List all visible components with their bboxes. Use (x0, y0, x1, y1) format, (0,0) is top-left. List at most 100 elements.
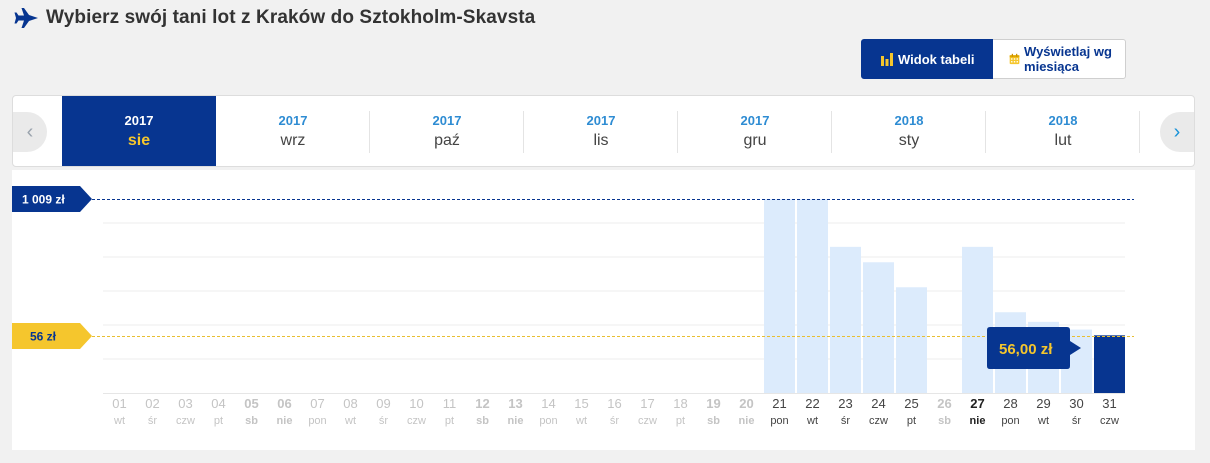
day-number-label[interactable]: 08 (343, 396, 357, 411)
tooltip-price: 56,00 zł (999, 341, 1053, 358)
previous-month-arrow-icon[interactable]: ‹ (13, 112, 47, 152)
month-name: sty (898, 132, 920, 149)
month-tab-2017-gru[interactable]: 2017 gru (678, 96, 832, 166)
day-number-label[interactable]: 26 (937, 396, 951, 411)
price-bar[interactable] (797, 199, 828, 393)
price-bar[interactable] (962, 246, 993, 393)
month-year: 2017 (740, 113, 770, 128)
price-bar[interactable] (764, 199, 795, 393)
bar-chart-icon (881, 53, 893, 66)
month-tab-2017-sie[interactable]: 2017 sie (62, 96, 216, 166)
min-price-tag: 56 zł (12, 323, 92, 349)
price-bar[interactable] (863, 262, 894, 393)
month-year: 2018 (1048, 113, 1078, 128)
day-number-label[interactable]: 14 (541, 396, 555, 411)
weekday-label: pon (770, 415, 788, 427)
day-number-label[interactable]: 02 (145, 396, 159, 411)
weekday-label: czw (869, 415, 888, 427)
price-tooltip: 56,00 zł (987, 327, 1081, 369)
day-number-label[interactable]: 10 (409, 396, 423, 411)
day-number-label[interactable]: 19 (706, 396, 720, 411)
day-number-label[interactable]: 05 (244, 396, 258, 411)
day-number-label[interactable]: 27 (970, 396, 984, 411)
day-number-label[interactable]: 18 (673, 396, 687, 411)
month-name: paź (434, 132, 460, 149)
day-number-label[interactable]: 17 (640, 396, 654, 411)
weekday-label: pt (445, 415, 454, 427)
month-year: 2017 (586, 113, 616, 128)
month-year: 2017 (278, 113, 308, 128)
price-bar[interactable] (830, 246, 861, 393)
plane-icon (14, 8, 38, 28)
weekday-label: śr (1072, 415, 1082, 427)
price-chart: 01 wt 02 śr 03 czw 04 pt 05 sb 06 nie 07 pon 08 wt 09 śr 1… (92, 199, 1134, 427)
month-year: 2017 (432, 113, 462, 128)
weekday-label: sb (476, 415, 489, 427)
month-tab-2018-lut[interactable]: 2018 lut (986, 96, 1140, 166)
month-view-button[interactable]: Wyświetlaj wg miesiąca (993, 39, 1126, 79)
weekday-label: nie (739, 415, 755, 427)
weekday-label: pt (214, 415, 223, 427)
month-divider (831, 111, 832, 153)
day-number-label[interactable]: 29 (1036, 396, 1050, 411)
day-number-label[interactable]: 13 (508, 396, 522, 411)
calendar-icon (1009, 53, 1020, 65)
day-number-label[interactable]: 12 (475, 396, 489, 411)
day-number-label[interactable]: 07 (310, 396, 324, 411)
month-tab-2017-paz[interactable]: 2017 paź (370, 96, 524, 166)
min-price-label: 56 zł (30, 330, 57, 344)
day-number-label[interactable]: 30 (1069, 396, 1083, 411)
month-divider (369, 111, 370, 153)
day-number-label[interactable]: 04 (211, 396, 225, 411)
weekday-label: wt (344, 415, 356, 427)
weekday-label: czw (638, 415, 657, 427)
page-title: Wybierz swój tani lot z Kraków do Sztokh… (46, 7, 536, 28)
table-view-button[interactable]: Widok tabeli (861, 39, 993, 79)
weekday-label: sb (938, 415, 951, 427)
weekday-label: pon (308, 415, 326, 427)
month-name: lut (1054, 132, 1072, 149)
weekday-label: pt (676, 415, 685, 427)
month-tab-2017-lis[interactable]: 2017 lis (524, 96, 678, 166)
day-number-label[interactable]: 16 (607, 396, 621, 411)
weekday-label: wt (575, 415, 587, 427)
weekday-label: nie (970, 415, 986, 427)
max-price-tag: 1 009 zł (12, 186, 92, 212)
day-number-label[interactable]: 06 (277, 396, 291, 411)
price-bar[interactable] (1094, 335, 1125, 393)
day-number-label[interactable]: 24 (871, 396, 885, 411)
month-tab-2017-wrz[interactable]: 2017 wrz (216, 96, 370, 166)
weekday-label: sb (707, 415, 720, 427)
max-price-label: 1 009 zł (22, 193, 65, 207)
month-name: lis (593, 132, 609, 149)
day-number-label[interactable]: 23 (838, 396, 852, 411)
day-number-label[interactable]: 01 (112, 396, 126, 411)
price-bar[interactable] (896, 287, 927, 393)
day-number-label[interactable]: 25 (904, 396, 918, 411)
page-header: Wybierz swój tani lot z Kraków do Sztokh… (14, 6, 535, 30)
weekday-label: czw (176, 415, 195, 427)
day-number-label[interactable]: 11 (443, 396, 457, 411)
weekday-label: pt (907, 415, 916, 427)
month-divider (677, 111, 678, 153)
day-number-label[interactable]: 03 (178, 396, 192, 411)
next-month-arrow-icon[interactable]: › (1160, 112, 1194, 152)
day-number-label[interactable]: 20 (739, 396, 753, 411)
weekday-label: pon (1001, 415, 1019, 427)
day-number-label[interactable]: 28 (1003, 396, 1017, 411)
weekday-label: czw (407, 415, 426, 427)
day-number-label[interactable]: 22 (805, 396, 819, 411)
price-chart-panel: 01 wt 02 śr 03 czw 04 pt 05 sb 06 nie 07 pon 08 wt 09 śr 1… (12, 170, 1195, 450)
day-number-label[interactable]: 09 (376, 396, 390, 411)
month-divider (985, 111, 986, 153)
weekday-label: śr (379, 415, 389, 427)
month-year: 2018 (894, 113, 924, 128)
day-number-label[interactable]: 21 (772, 396, 786, 411)
month-view-label: Wyświetlaj wg miesiąca (1024, 44, 1112, 74)
view-toggle: Widok tabeli Wyświetlaj wg miesiąca (861, 39, 1126, 79)
weekday-label: wt (1037, 415, 1049, 427)
month-tab-2018-sty[interactable]: 2018 sty (832, 96, 986, 166)
day-number-label[interactable]: 15 (574, 396, 588, 411)
day-number-label[interactable]: 31 (1102, 396, 1116, 411)
month-name: wrz (280, 132, 306, 149)
